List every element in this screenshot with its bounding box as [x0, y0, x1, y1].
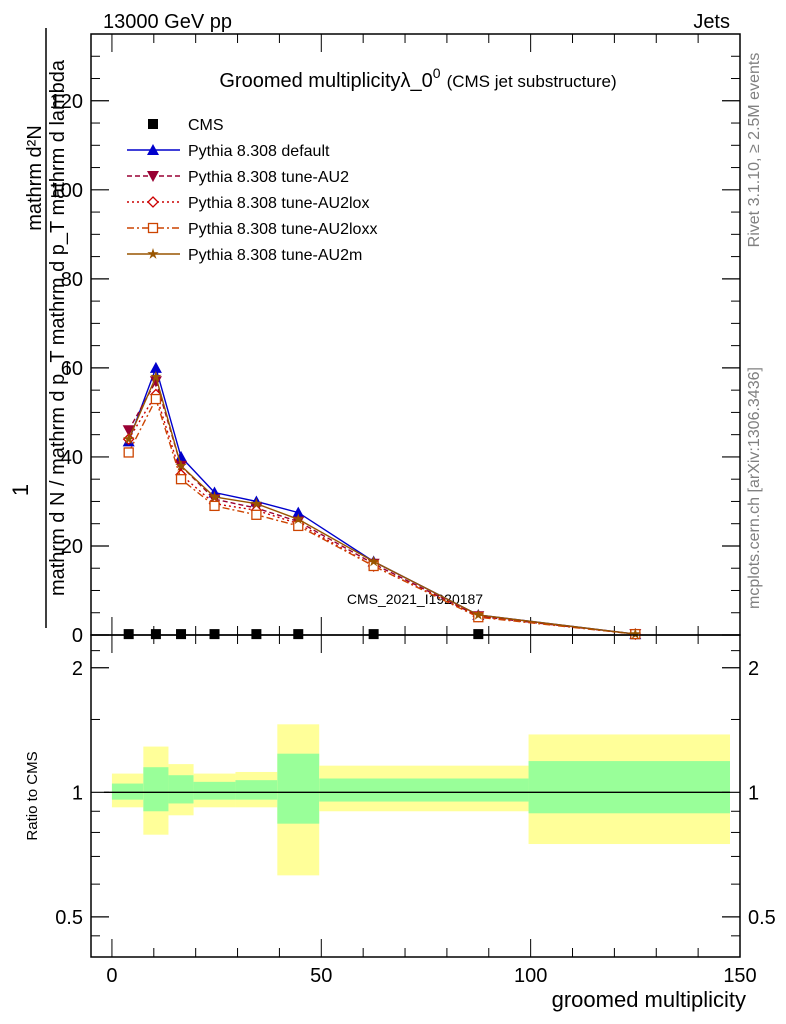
series-cms	[123, 629, 641, 640]
header-left-label: 13000 GeV pp	[103, 11, 232, 33]
legend-label: Pythia 8.308 default	[188, 143, 330, 160]
data-point	[150, 629, 161, 640]
ratio-y-axis-label: Ratio to CMS	[24, 751, 41, 840]
data-point	[123, 629, 134, 640]
uncertainty-band-inner	[143, 767, 169, 812]
data-point	[208, 491, 221, 502]
uncertainty-band-inner	[111, 783, 144, 800]
uncertainty-band-inner	[528, 761, 730, 814]
data-point	[367, 555, 380, 567]
data-point	[149, 376, 162, 388]
legend-marker	[148, 119, 158, 129]
x-tick-label: 100	[514, 965, 547, 987]
data-point	[292, 506, 305, 518]
x-tick-label: 150	[723, 965, 756, 987]
ratio-frame	[90, 634, 741, 958]
series-pythia-8-308-tune-au2m	[123, 370, 641, 639]
x-axis-label: groomed multiplicity	[552, 987, 746, 1012]
data-point	[123, 433, 135, 444]
x-tick-label: 50	[310, 965, 332, 987]
ratio-panel: 0.5 0.5 1 1 2 2 0 50 100 150 Ratio to CMS groomed m…	[24, 634, 776, 1012]
data-point	[209, 629, 220, 640]
data-point	[150, 393, 162, 405]
data-point	[175, 450, 188, 462]
data-point	[293, 629, 304, 640]
ratio-y-tick-label: 1	[72, 782, 83, 804]
legend-label: Pythia 8.308 tune-AU2loxx	[188, 221, 377, 238]
data-point	[292, 513, 304, 525]
data-point	[251, 629, 262, 640]
legend-marker	[147, 144, 159, 155]
legend-marker	[147, 196, 159, 208]
y-tick-label: 80	[61, 269, 83, 291]
ratio-y-tick-label-right: 0.5	[748, 907, 776, 929]
rivet-side-label: Rivet 3.1.10, ≥ 2.5M events	[746, 53, 763, 248]
data-point	[472, 609, 484, 620]
data-point	[629, 628, 641, 639]
mcplots-side-label: mcplots.cern.ch [arXiv:1306.3436]	[746, 367, 763, 609]
data-point	[251, 509, 262, 520]
uncertainty-band-inner	[235, 780, 278, 800]
data-point	[123, 447, 134, 458]
header-right-label: Jets	[693, 11, 730, 33]
y-axis-numerator: mathrm d²N	[24, 125, 46, 231]
data-point	[150, 370, 162, 382]
y-tick-label: 20	[61, 536, 83, 558]
legend-label: Pythia 8.308 tune-AU2lox	[188, 195, 369, 212]
legend-label: CMS	[188, 117, 224, 134]
data-point	[209, 500, 220, 512]
data-point	[149, 361, 162, 373]
main-panel: 0 20 40 60 80 100 120 Groomed multiplicityλ_00(…	[8, 28, 741, 647]
x-tick-label: 0	[106, 965, 117, 987]
watermark-label: CMS_2021_I1920187	[347, 591, 483, 607]
ratio-y-tick-label: 0.5	[55, 907, 83, 929]
uncertainty-band-inner	[277, 753, 320, 824]
chart-title: Groomed multiplicityλ_00 (CMS jet substru…	[219, 65, 616, 92]
data-point	[176, 629, 187, 640]
y-axis-prefix: 1	[8, 484, 33, 496]
y-tick-label: 60	[61, 358, 83, 380]
y-tick-label: 40	[61, 447, 83, 469]
legend-marker	[147, 171, 159, 182]
uncertainty-band-inner	[193, 781, 236, 800]
series-pythia-8-308-tune-au2loxx	[123, 393, 641, 640]
legend-label: Pythia 8.308 tune-AU2	[188, 169, 349, 186]
y-axis-denominator: mathrm d N / mathrm d p_T mathrm d p_T m…	[47, 59, 69, 596]
y-tick-label: 100	[50, 180, 83, 202]
ratio-y-tick-label-right: 1	[748, 782, 759, 804]
data-point	[250, 497, 263, 509]
y-tick-label: 0	[72, 625, 83, 647]
ratio-y-tick-label: 2	[72, 658, 83, 680]
y-tick-label: 120	[50, 91, 83, 113]
data-point	[175, 474, 187, 485]
uncertainty-band-inner	[319, 778, 529, 802]
legend-label: Pythia 8.308 tune-AU2m	[188, 247, 362, 264]
data-point	[293, 520, 304, 532]
legend-marker	[147, 222, 159, 234]
uncertainty-band-inner	[168, 775, 194, 804]
legend: CMS Pythia 8.308 default Pythia 8.308 tune…	[127, 117, 377, 264]
legend-marker	[147, 248, 159, 259]
data-point	[473, 629, 484, 640]
data-point	[368, 629, 379, 640]
data-point	[122, 425, 135, 437]
ratio-y-tick-label-right: 2	[748, 658, 759, 680]
data-point	[175, 459, 187, 471]
